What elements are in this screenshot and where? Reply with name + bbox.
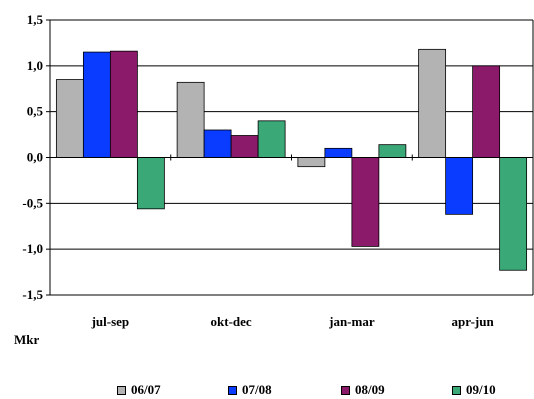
x-tick-label: apr-jun (452, 314, 495, 329)
bar (203, 129, 232, 158)
bar (472, 65, 501, 158)
x-tick-label: jul-sep (91, 314, 130, 329)
unit-label: Mkr (14, 332, 40, 347)
y-tick-label: -1,5 (22, 287, 43, 302)
legend-label-0607: 06/07 (131, 382, 161, 397)
y-tick-label: -1,0 (22, 241, 43, 256)
bar (176, 81, 205, 158)
bar (445, 157, 474, 215)
legend-label-0809: 08/09 (355, 382, 385, 397)
bar (109, 50, 138, 158)
x-tick-label: jan-mar (328, 314, 375, 329)
y-tick-label: 0,0 (27, 150, 43, 165)
bar (418, 48, 447, 158)
bar (351, 157, 380, 247)
y-tick-label: 0,5 (27, 104, 44, 119)
bar (136, 157, 165, 210)
legend-item-0910: 09/10 (452, 382, 496, 398)
legend-swatch-0607 (117, 385, 126, 395)
y-tick-label: 1,0 (27, 58, 43, 73)
legend-item-0708: 07/08 (228, 382, 272, 398)
legend-swatch-0809 (341, 385, 350, 395)
y-tick-label: -0,5 (22, 195, 43, 210)
bar (55, 79, 84, 158)
bar (378, 144, 407, 158)
bar (257, 120, 286, 158)
legend-swatch-0910 (452, 385, 461, 395)
bar (297, 157, 326, 168)
legend-label-0910: 09/10 (466, 382, 496, 397)
legend-item-0809: 08/09 (341, 382, 385, 398)
x-tick-label: okt-dec (211, 314, 252, 329)
legend: 06/07 07/08 08/09 09/10 (0, 382, 534, 398)
y-tick-label: 1,5 (27, 12, 44, 27)
bar (230, 135, 259, 158)
legend-swatch-0708 (228, 385, 237, 395)
bar (499, 157, 528, 271)
bar (324, 147, 353, 158)
legend-item-0607: 06/07 (117, 382, 161, 398)
legend-label-0708: 07/08 (242, 382, 272, 397)
bar (82, 51, 111, 158)
